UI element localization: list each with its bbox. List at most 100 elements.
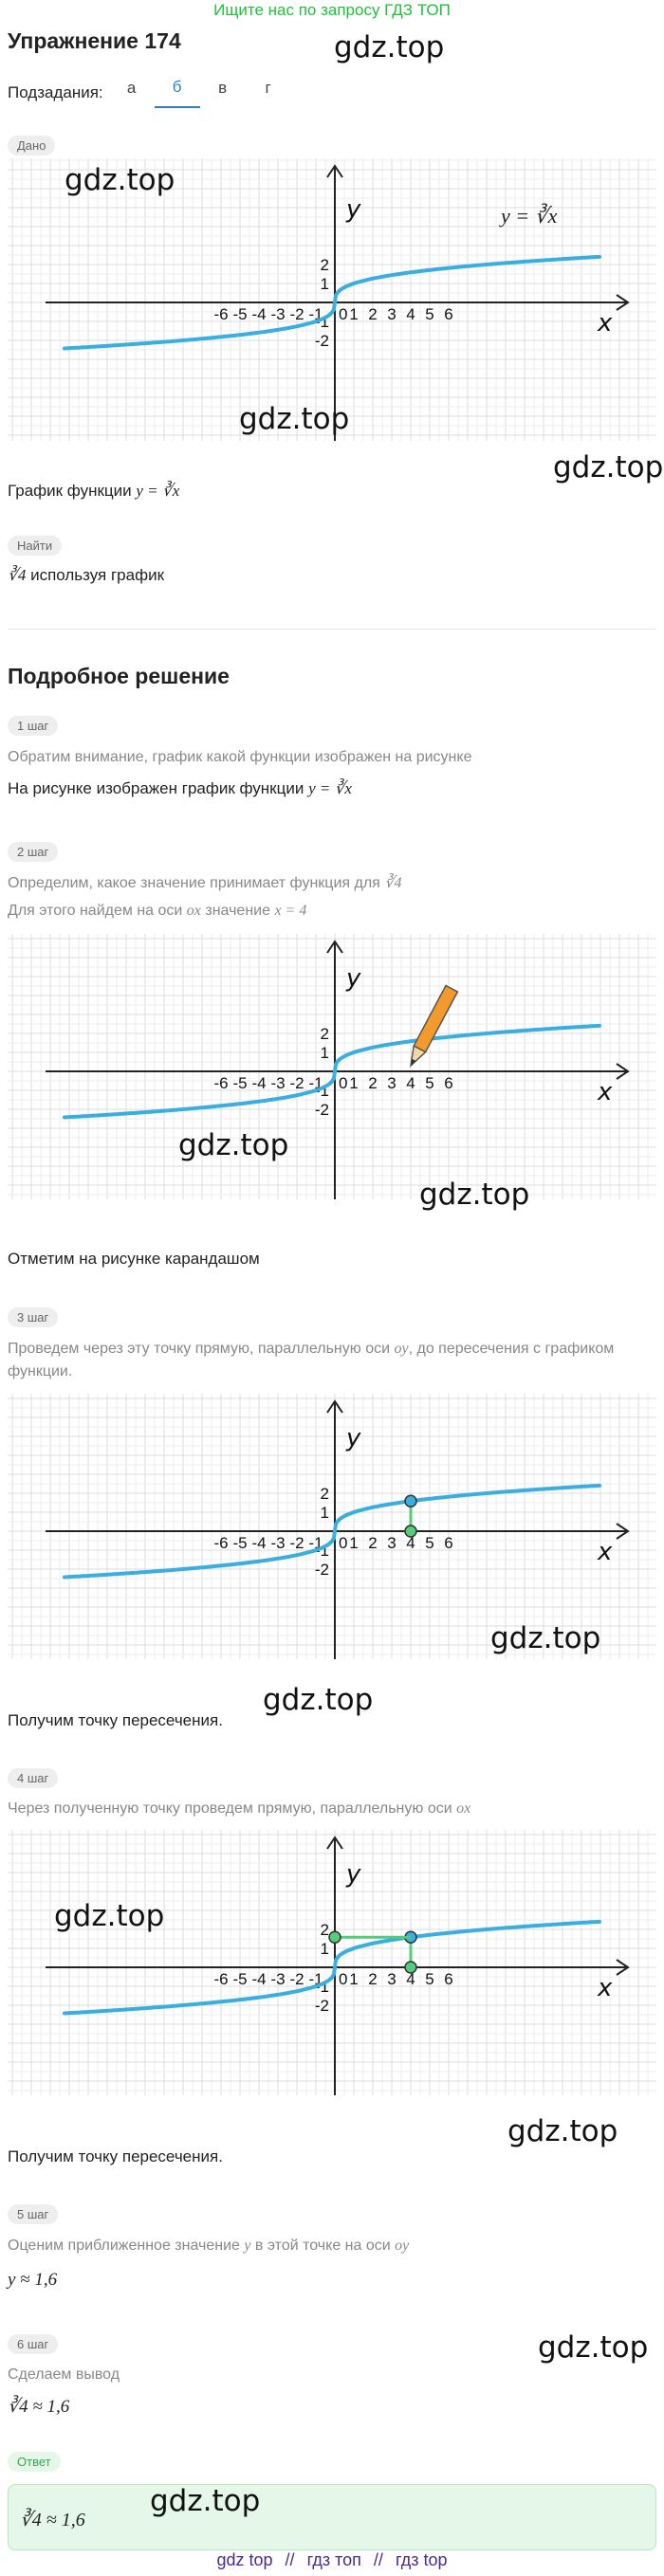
x-tick-label: -6 [213, 1970, 228, 1988]
y-tick-label: 1 [321, 275, 329, 293]
x-tick-label: -3 [270, 305, 285, 323]
grid [8, 1830, 656, 2095]
step-5-chip: 5 шаг [8, 2204, 59, 2224]
x-tick-label: 0 [339, 1074, 347, 1092]
x-tick-label: 3 [387, 1074, 396, 1092]
x-tick-label: 6 [444, 1534, 452, 1552]
x-axis-label: x [597, 1974, 613, 2002]
divider [8, 629, 656, 630]
footer-links: gdz top // гдз топ // гдз top [0, 2550, 664, 2570]
x-tick-label: -4 [251, 1970, 266, 1988]
y-tick-label: -2 [315, 1561, 329, 1579]
curve-cube-root [63, 254, 601, 351]
x-tick-label: 6 [444, 1970, 452, 1988]
y-axis-label: y [345, 1860, 361, 1889]
footer-sep: // [373, 2550, 383, 2569]
answer-formula: ∛4 ≈ 1,6 [20, 2510, 85, 2530]
watermark: gdz.top [490, 1621, 601, 1655]
point-x4 [404, 1525, 417, 1538]
y-axis-arrow [326, 940, 343, 954]
watermark: gdz.top [65, 163, 175, 197]
step-2-chip: 2 шаг [8, 842, 59, 862]
x-tick-label: 2 [368, 1074, 377, 1092]
graph-step-3: x y -6 -5 -4 -3 -2 -1 0 1 2 3 4 5 6 2 1 -1 -2 [8, 1394, 656, 1659]
tab-subtask-a[interactable]: а [126, 79, 137, 97]
step-1-text: На рисунке изображен график функции y = … [8, 779, 352, 797]
watermark: gdz.top [538, 2330, 649, 2365]
x-tick-label: 1 [349, 305, 358, 323]
curve-cube-root [63, 1023, 601, 1120]
x-axis-arrow [616, 294, 630, 311]
step-6-result: ∛4 ≈ 1,6 [8, 2397, 70, 2417]
find-chip: Найти [8, 536, 63, 556]
footer-link-3[interactable]: гдз top [395, 2550, 448, 2569]
x-tick-label: 1 [349, 1074, 358, 1092]
x-axis-arrow [616, 1063, 630, 1080]
x-tick-label: 4 [406, 1970, 415, 1988]
y-tick-label: -2 [315, 1101, 329, 1119]
x-tick-label: -2 [289, 1534, 304, 1552]
step-6-hint: Сделаем вывод [8, 2366, 120, 2383]
x-tick-label: -3 [270, 1074, 285, 1092]
pencil-lead [411, 1058, 416, 1066]
answer-box: ∛4 ≈ 1,6 [8, 2484, 656, 2550]
step-4-text: Получим точку пересечения. [8, 2147, 223, 2165]
footer-link-1[interactable]: gdz top [216, 2550, 273, 2569]
tab-subtask-b[interactable]: б [154, 78, 200, 108]
page-title: Упражнение 174 [8, 28, 181, 53]
x-tick-label: 4 [406, 305, 415, 323]
watermark: gdz.top [553, 450, 664, 484]
x-axis-label: x [597, 1078, 613, 1106]
watermark: gdz.top [419, 1178, 530, 1212]
x-tick-label: -5 [232, 1970, 247, 1988]
watermark: gdz.top [239, 402, 350, 436]
x-axis-arrow [616, 1523, 630, 1540]
y-axis-label: y [345, 1424, 361, 1452]
tab-subtask-v[interactable]: в [218, 79, 228, 97]
grid [8, 158, 656, 441]
y-axis-label: y [345, 964, 361, 993]
y-tick-label: 2 [321, 1921, 329, 1939]
x-tick-label: -6 [213, 1074, 228, 1092]
find-text: ∛4 используя график [8, 566, 165, 584]
x-tick-label: 3 [387, 305, 396, 323]
x-tick-label: -5 [232, 1074, 247, 1092]
y-tick-label: 1 [321, 1940, 329, 1958]
graph-given: x y -6 -5 -4 -3 -2 -1 0 1 2 3 4 5 6 2 1 -1 -2 y = ∛x [8, 158, 656, 441]
x-tick-label: -5 [232, 1534, 247, 1552]
given-function: График функции y = ∛x [8, 482, 180, 500]
y-axis-arrow [326, 164, 343, 178]
footer-link-2[interactable]: гдз топ [306, 2550, 361, 2569]
tab-subtask-g[interactable]: г [265, 79, 271, 97]
intersection-point [404, 1494, 417, 1508]
step-3-chip: 3 шаг [8, 1307, 59, 1327]
x-tick-label: 6 [444, 305, 452, 323]
step-2-hint2: Для этого найдем на оси ox значение x = … [8, 903, 307, 919]
y-axis-label: y [345, 195, 361, 224]
x-tick-label: 1 [349, 1970, 358, 1988]
step-2-hint: Определим, какое значение принимает функ… [8, 875, 402, 891]
search-banner[interactable]: Ищите нас по запросу ГДЗ ТОП [213, 1, 451, 19]
step-5-result: y ≈ 1,6 [8, 2270, 58, 2290]
x-tick-label: 0 [339, 305, 347, 323]
step-1-hint: Обратим внимание, график какой функции и… [8, 749, 472, 765]
grid [8, 1394, 656, 1659]
y-tick-label: 2 [321, 1485, 329, 1503]
y-tick-label: -2 [315, 332, 329, 350]
x-tick-label: 3 [387, 1970, 396, 1988]
x-axis-arrow [616, 1959, 630, 1976]
answer-chip: Ответ [8, 2452, 61, 2472]
x-tick-label: 4 [406, 1534, 415, 1552]
y-tick-label: 2 [321, 1025, 329, 1043]
x-tick-label: -4 [251, 1534, 266, 1552]
given-chip: Дано [8, 136, 56, 155]
x-tick-label: 5 [425, 1970, 433, 1988]
step-1-chip: 1 шаг [8, 716, 59, 736]
watermark: gdz.top [263, 1683, 374, 1717]
step-3-text: Получим точку пересечения. [8, 1711, 223, 1729]
pencil-icon [409, 984, 459, 1069]
x-tick-label: 0 [339, 1534, 347, 1552]
x-tick-label: -5 [232, 305, 247, 323]
x-tick-label: -2 [289, 305, 304, 323]
x-tick-label: 6 [444, 1074, 452, 1092]
